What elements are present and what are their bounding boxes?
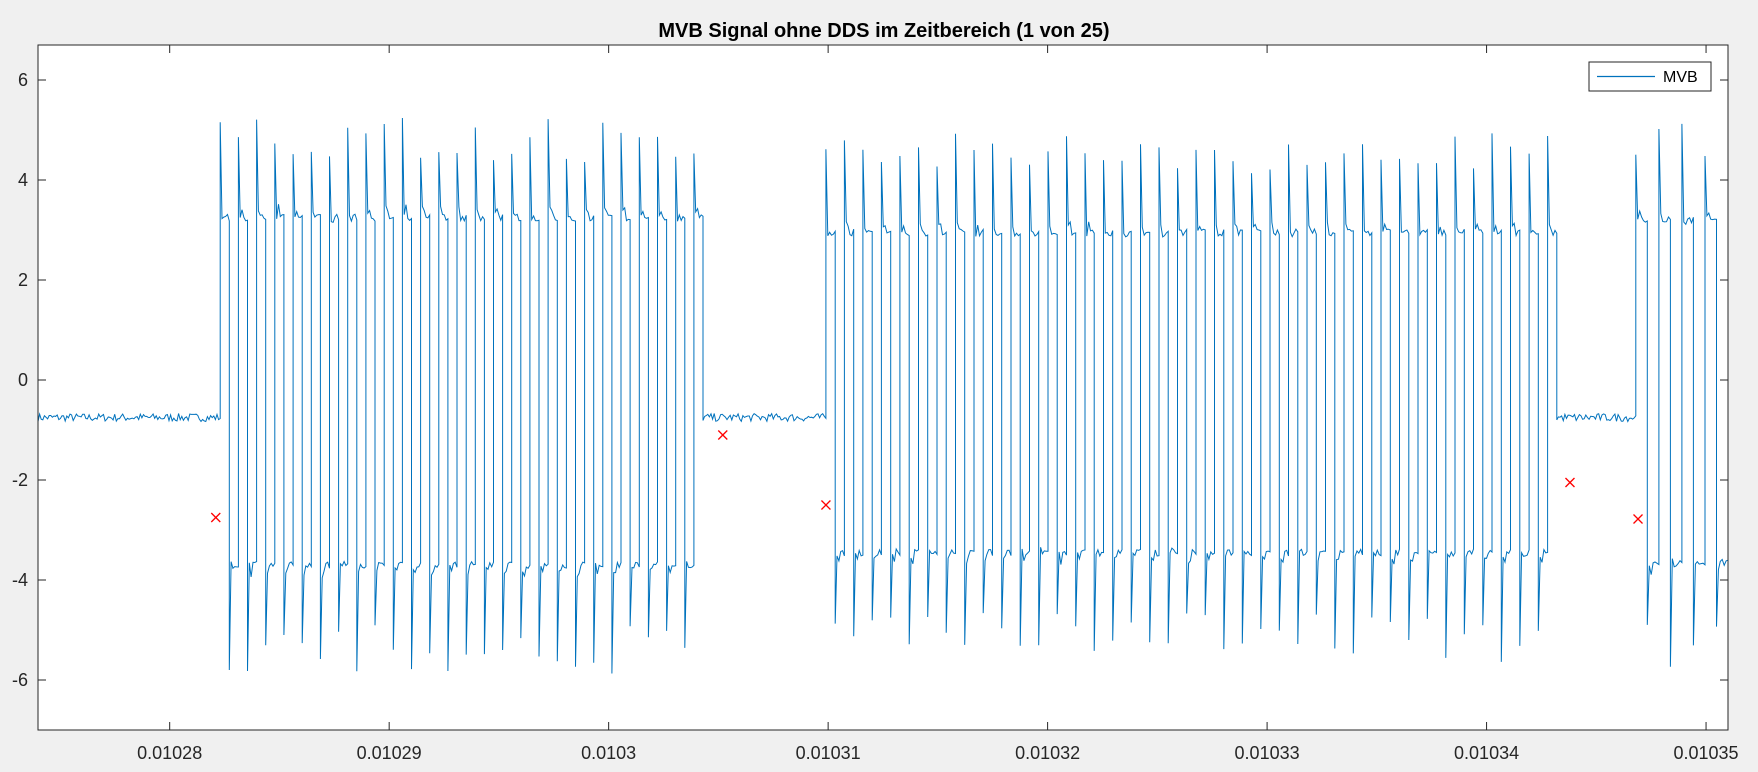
y-tick-label: 2 bbox=[18, 270, 28, 290]
marker-point bbox=[820, 500, 831, 510]
series-line-mvb bbox=[37, 117, 1729, 674]
x-tick-label: 0.01035 bbox=[1674, 743, 1739, 763]
marker-point bbox=[1565, 477, 1575, 488]
x-tick-label: 0.0103 bbox=[581, 743, 636, 763]
y-tick-label: 4 bbox=[18, 170, 28, 190]
y-tick-label: -4 bbox=[12, 570, 28, 590]
x-tick-label: 0.01029 bbox=[357, 743, 422, 763]
marker-stroke bbox=[717, 430, 728, 440]
marker-point bbox=[717, 430, 728, 440]
x-tick-label: 0.01033 bbox=[1235, 743, 1300, 763]
marker-layer bbox=[210, 430, 1643, 524]
chart-title: MVB Signal ohne DDS im Zeitbereich (1 vo… bbox=[658, 20, 1109, 42]
legend: MVB bbox=[1588, 61, 1712, 92]
signal-layer bbox=[37, 117, 1729, 674]
plot-area bbox=[38, 45, 1728, 730]
marker-stroke bbox=[820, 500, 831, 510]
x-tick-label: 0.01031 bbox=[796, 743, 861, 763]
x-tick-label: 0.01034 bbox=[1454, 743, 1519, 763]
marker-stroke bbox=[1565, 477, 1575, 488]
legend-label-mvb: MVB bbox=[1663, 69, 1698, 86]
x-tick-label: 0.01032 bbox=[1015, 743, 1080, 763]
plot-frame bbox=[37, 44, 1729, 731]
y-tick-label: -2 bbox=[12, 470, 28, 490]
x-tick-label: 0.01028 bbox=[137, 743, 202, 763]
marker-stroke bbox=[1633, 514, 1643, 524]
y-tick-label: 6 bbox=[18, 70, 28, 90]
y-tick-label: -6 bbox=[12, 670, 28, 690]
marker-point bbox=[210, 512, 221, 523]
y-tick-label: 0 bbox=[18, 370, 28, 390]
marker-point bbox=[1633, 514, 1643, 524]
y-axis: 6 4 2 0 -2 -4 -6 bbox=[12, 70, 1728, 690]
x-axis: 0.01028 0.01029 0.0103 0.01031 0.01032 0.0103… bbox=[137, 45, 1739, 763]
marker-stroke bbox=[210, 512, 221, 523]
